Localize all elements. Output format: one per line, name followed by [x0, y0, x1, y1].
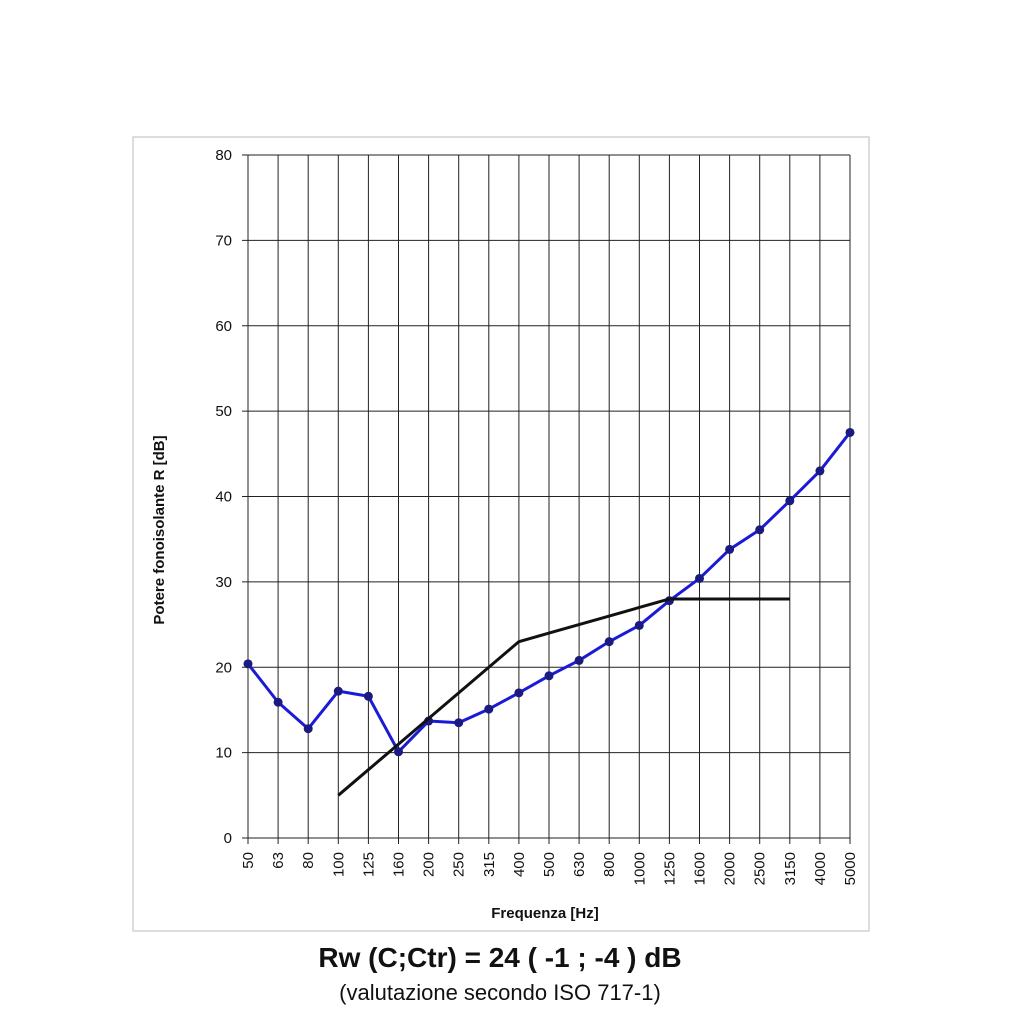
- y-tick-label: 10: [215, 745, 232, 762]
- x-tick-label: 800: [601, 852, 618, 877]
- data-point: [544, 671, 554, 681]
- data-point: [303, 724, 313, 734]
- data-point: [514, 688, 524, 698]
- y-tick-label: 70: [215, 232, 232, 249]
- rating-text: Rw (C;Ctr) = 24 ( -1 ; -4 ) dB: [318, 942, 681, 973]
- data-point: [785, 496, 795, 506]
- x-tick-label: 630: [571, 852, 588, 877]
- y-tick-label: 40: [215, 489, 232, 506]
- data-point: [634, 620, 644, 630]
- x-tick-label: 50: [240, 852, 257, 869]
- data-point: [243, 659, 253, 669]
- data-point: [394, 747, 403, 757]
- x-tick-label: 160: [391, 852, 408, 877]
- x-tick-label: 500: [541, 852, 558, 877]
- y-tick-label: 60: [215, 318, 232, 335]
- x-tick-label: 3150: [782, 852, 799, 885]
- y-tick-label: 20: [215, 659, 232, 676]
- note-text: (valutazione secondo ISO 717-1): [339, 980, 661, 1005]
- x-tick-label: 1250: [661, 852, 678, 885]
- x-tick-label: 125: [360, 852, 377, 877]
- data-point: [333, 686, 343, 696]
- data-point: [454, 718, 464, 728]
- chart-frame: [132, 136, 870, 932]
- x-tick-label: 100: [330, 852, 347, 877]
- data-point: [695, 573, 704, 583]
- x-tick-label: 315: [481, 852, 498, 877]
- data-point: [755, 525, 765, 535]
- x-tick-label: 80: [300, 852, 317, 869]
- data-point: [725, 544, 735, 554]
- data-line: [337, 597, 790, 797]
- x-tick-label: 63: [270, 852, 287, 869]
- y-tick-label: 0: [224, 830, 232, 847]
- x-tick-label: 5000: [842, 852, 859, 885]
- data-point: [363, 691, 373, 701]
- data-point: [484, 704, 494, 714]
- x-tick-label: 2000: [722, 852, 739, 885]
- x-tick-label: 200: [421, 852, 438, 877]
- y-axis-label: Potere fonoisolante R [dB]: [151, 435, 168, 624]
- x-axis-label: Frequenza [Hz]: [491, 905, 599, 922]
- data-point: [815, 466, 825, 476]
- x-tick-label: 400: [511, 852, 528, 877]
- y-tick-label: 30: [215, 574, 232, 591]
- data-point: [273, 697, 283, 707]
- x-tick-label: 1000: [631, 852, 648, 885]
- data-point: [604, 637, 614, 647]
- x-tick-label: 250: [451, 852, 468, 877]
- x-tick-label: 2500: [752, 852, 769, 885]
- y-tick-label: 80: [215, 147, 232, 164]
- data-point: [574, 655, 584, 665]
- x-tick-label: 4000: [812, 852, 829, 885]
- data-point: [845, 427, 855, 437]
- y-tick-label: 50: [215, 403, 232, 420]
- x-tick-label: 1600: [692, 852, 709, 885]
